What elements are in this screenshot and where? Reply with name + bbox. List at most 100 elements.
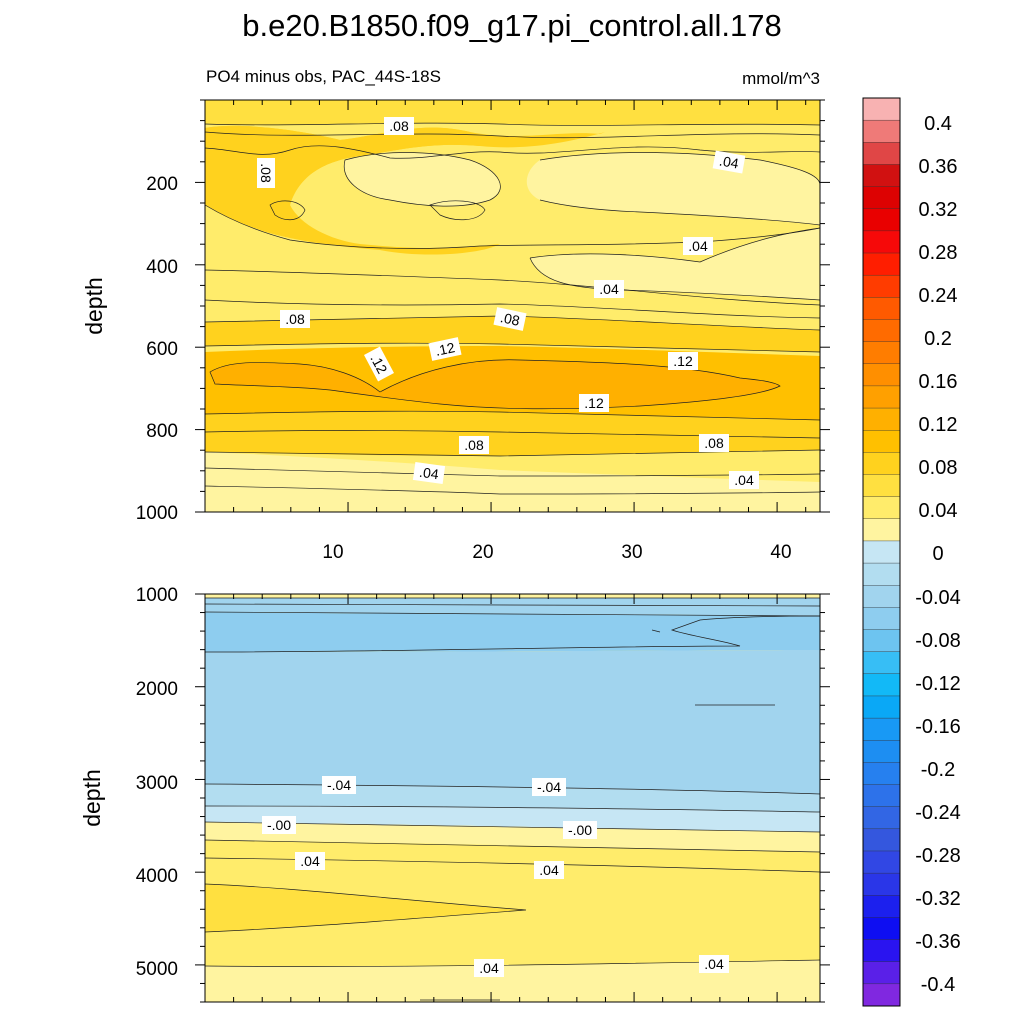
lower-contour-label: -.04 <box>532 778 566 796</box>
lower-band-0.06-wedge <box>205 884 526 932</box>
colorbar-label: -0.28 <box>915 845 961 867</box>
svg-text:.08: .08 <box>258 163 274 183</box>
upper-y-tick-label: 800 <box>146 421 178 442</box>
lower-y-tick-label: 2000 <box>136 679 178 700</box>
svg-text:.04: .04 <box>539 862 559 878</box>
colorbar-swatch <box>862 341 901 365</box>
colorbar-swatch <box>862 164 901 188</box>
colorbar-swatch <box>862 407 901 431</box>
colorbar-swatch <box>862 872 901 896</box>
upper-contour-label: .12 <box>364 346 394 382</box>
lower-band--0.02 <box>205 784 820 812</box>
colorbar-swatch <box>862 452 901 475</box>
upper-band-0.16-core <box>210 359 780 409</box>
upper-pale-patch-1 <box>344 152 501 207</box>
colorbar-frame <box>862 97 901 1007</box>
colorbar-label: -0.2 <box>921 759 955 781</box>
colorbar-swatch <box>862 607 901 631</box>
colorbar-swatch <box>862 186 901 210</box>
upper-pale-patch-2 <box>526 152 820 225</box>
colorbar-swatch <box>862 740 901 763</box>
svg-text:.12: .12 <box>673 353 693 369</box>
svg-text:-.00: -.00 <box>568 822 592 838</box>
colorbar-swatch <box>862 762 901 786</box>
upper-contour-label: .08 <box>280 310 310 328</box>
lower-contour-label: .04 <box>699 955 729 973</box>
svg-text:.08: .08 <box>285 311 305 327</box>
lower-band-surface <box>205 594 820 598</box>
svg-text:.04: .04 <box>718 152 740 171</box>
colorbar-swatch <box>862 474 901 498</box>
lower-y-tick-label: 4000 <box>136 866 178 887</box>
lower-panel: 1000 2000 3000 4000 5000 depth -.04 -.04… <box>79 585 830 1003</box>
lower-band--0.06 <box>205 612 820 652</box>
colorbar-label: 0.4 <box>924 113 952 135</box>
upper-contour-label: .04 <box>594 280 624 298</box>
upper-y-tick-label: 400 <box>146 257 178 278</box>
colorbar-swatch <box>862 629 901 653</box>
colorbar-swatch <box>862 917 901 941</box>
colorbar <box>862 97 901 1007</box>
svg-text:.08: .08 <box>389 118 409 134</box>
colorbar-label: 0.08 <box>919 457 958 479</box>
svg-text:.04: .04 <box>479 960 499 976</box>
lower-band--0.00 <box>205 806 820 832</box>
colorbar-swatch <box>862 895 901 918</box>
upper-band-0.08-mid <box>205 316 820 352</box>
colorbar-swatch <box>862 850 901 874</box>
colorbar-swatch <box>862 363 901 387</box>
lower-contour-label: -.00 <box>563 821 597 839</box>
colorbar-swatch <box>862 297 901 320</box>
svg-text:.04: .04 <box>300 853 320 869</box>
upper-band-surface <box>205 100 820 126</box>
colorbar-label: -0.12 <box>915 673 961 695</box>
upper-y-tick-label: 1000 <box>136 503 178 524</box>
colorbar-label: -0.24 <box>915 802 961 824</box>
lower-band-top-neg <box>205 598 820 616</box>
colorbar-swatch <box>862 385 901 409</box>
upper-contour-label: .12 <box>579 394 609 412</box>
colorbar-swatch <box>862 430 901 453</box>
colorbar-swatch <box>862 806 901 830</box>
colorbar-swatch <box>862 496 901 520</box>
lower-contour-label: -.00 <box>262 816 296 834</box>
upper-y-tick-label: 600 <box>146 339 178 360</box>
svg-text:.08: .08 <box>464 437 484 453</box>
colorbar-swatch <box>862 784 901 808</box>
svg-text:.12: .12 <box>434 339 457 359</box>
svg-text:-.00: -.00 <box>267 817 291 833</box>
colorbar-label: -0.32 <box>915 888 961 910</box>
upper-contour-label: .04 <box>412 461 446 485</box>
lower-y-axis-label: depth <box>79 769 105 827</box>
colorbar-swatch <box>862 983 901 1007</box>
colorbar-label: -0.16 <box>915 716 961 738</box>
upper-contour-label: .04 <box>729 471 759 489</box>
colorbar-swatch <box>862 230 901 254</box>
svg-text:.04: .04 <box>418 464 440 483</box>
upper-x-tick-label: 30 <box>621 542 642 563</box>
colorbar-swatch <box>862 562 901 586</box>
colorbar-swatch <box>862 208 901 232</box>
lower-y-tick-label: 3000 <box>136 773 178 794</box>
colorbar-label: -0.4 <box>921 974 955 996</box>
svg-text:.08: .08 <box>499 309 522 329</box>
upper-contour-label: .08 <box>493 307 527 331</box>
chart-subtitle: PO4 minus obs, PAC_44S-18S <box>206 67 441 86</box>
svg-text:.04: .04 <box>734 472 754 488</box>
upper-band-0.08-deep <box>205 411 820 456</box>
colorbar-label: -0.08 <box>915 630 961 652</box>
svg-text:.04: .04 <box>599 281 619 297</box>
colorbar-labels: 0.4 0.36 0.32 0.28 0.24 0.2 0.16 0.12 0.… <box>915 113 961 996</box>
lower-ticks <box>195 593 830 1003</box>
upper-contour-label: .04 <box>712 150 746 174</box>
upper-contour-label: .12 <box>428 337 462 361</box>
colorbar-swatch <box>862 540 901 564</box>
colorbar-label: 0.2 <box>924 328 952 350</box>
colorbar-swatch <box>862 961 901 985</box>
colorbar-label: -0.04 <box>915 587 961 609</box>
colorbar-label: -0.36 <box>915 931 961 953</box>
svg-text:.04: .04 <box>704 956 724 972</box>
svg-text:.12: .12 <box>584 395 604 411</box>
svg-text:.04: .04 <box>688 238 708 254</box>
